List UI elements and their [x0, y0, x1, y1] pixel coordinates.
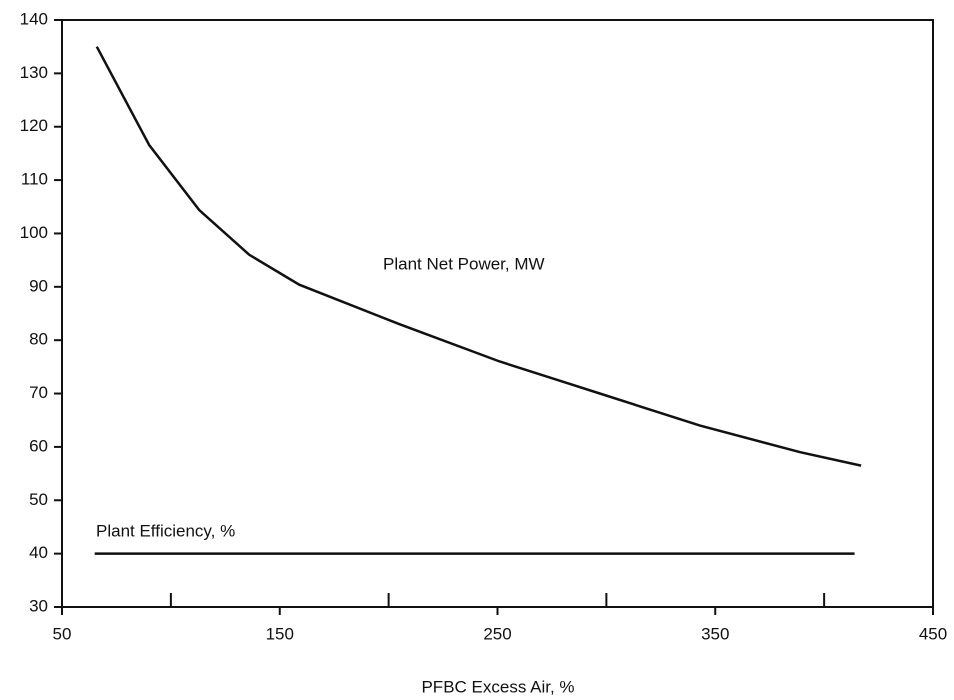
y-tick-label: 120	[20, 116, 48, 135]
y-tick-label: 110	[21, 170, 48, 189]
y-tick-label: 130	[20, 63, 48, 82]
x-tick-label: 150	[266, 624, 294, 643]
x-tick-label: 450	[919, 624, 947, 643]
x-tick-label: 350	[701, 624, 729, 643]
series-label: Plant Net Power, MW	[383, 254, 545, 273]
y-tick-label: 60	[29, 436, 48, 455]
x-axis-label: PFBC Excess Air, %	[421, 677, 574, 696]
y-tick-label: 40	[29, 543, 48, 562]
series-label: Plant Efficiency, %	[96, 521, 235, 540]
y-tick-label: 50	[29, 490, 48, 509]
y-tick-label: 90	[29, 276, 48, 295]
y-tick-label: 30	[29, 596, 48, 615]
x-tick-label: 250	[483, 624, 511, 643]
y-tick-label: 70	[29, 383, 48, 402]
plot-frame	[61, 19, 934, 608]
series-line	[95, 46, 862, 467]
y-tick-label: 140	[20, 9, 48, 28]
y-tick-label: 80	[29, 330, 48, 349]
x-tick-label: 50	[53, 624, 72, 643]
y-tick-label: 100	[20, 223, 48, 242]
